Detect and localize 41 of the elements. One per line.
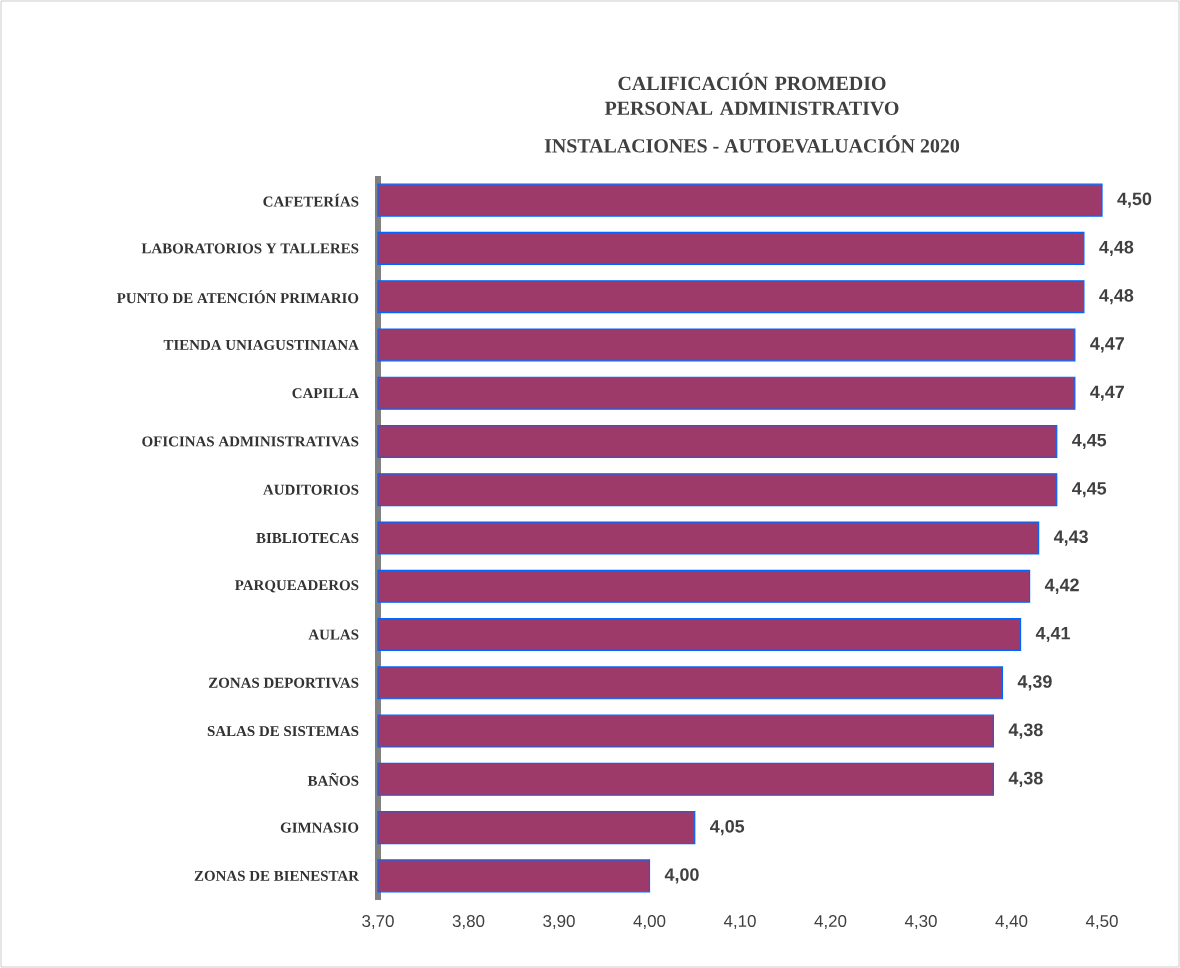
data-label: 4,50: [1117, 192, 1152, 208]
y-tick-label: CAPILLA: [292, 388, 359, 399]
y-tick-label: AUDITORIOS: [263, 484, 359, 495]
x-tick-label: 3,70: [362, 915, 394, 929]
data-label: 4,45: [1072, 433, 1107, 450]
y-tick-label: ZONAS DEPORTIVAS: [208, 677, 359, 688]
data-label: 4,48: [1099, 289, 1134, 305]
data-label: 4,38: [1008, 723, 1043, 739]
data-label: 4,43: [1053, 530, 1088, 546]
x-tick-label: 4,10: [723, 915, 756, 929]
y-tick-label: BAÑOS: [307, 772, 359, 786]
y-tick-label: PUNTO DE ATENCIÓN PRIMARIO: [116, 290, 359, 304]
data-label: 4,48: [1099, 240, 1134, 257]
chart-subtitle: INSTALACIONES - AUTOEVALUACIÓN 2020: [544, 135, 960, 153]
data-label: 4,42: [1044, 578, 1079, 594]
y-tick-label: SALAS DE SISTEMAS: [207, 726, 359, 737]
y-tick-label: GIMNASIO: [280, 822, 359, 833]
y-tick-label: BIBLIOTECAS: [256, 533, 359, 544]
data-label: 4,00: [664, 868, 699, 884]
x-tick-label: 4,20: [814, 915, 847, 929]
data-label: 4,38: [1008, 771, 1043, 787]
x-tick-label: 4,40: [995, 915, 1028, 929]
x-tick-label: 4,00: [633, 915, 666, 929]
y-tick-label: TIENDA UNIAGUSTINIANA: [163, 339, 359, 350]
data-label: 4,05: [710, 819, 745, 836]
data-label: 4,39: [1017, 675, 1052, 691]
y-tick-label: AULAS: [308, 629, 359, 640]
y-tick-label: LABORATORIOS Y TALLERES: [141, 243, 359, 254]
chart-title: CALIFICACIÓN PROMEDIO PERSONAL ADMINISTRATIVO: [604, 72, 899, 116]
y-tick-label: OFICINAS ADMINISTRATIVAS: [142, 436, 359, 447]
x-tick-label: 3,90: [543, 915, 575, 929]
x-tick-label: 4,50: [1085, 915, 1118, 929]
y-tick-label: CAFETERÍAS: [263, 193, 359, 207]
y-tick-label: ZONAS DE BIENESTAR: [194, 870, 360, 881]
y-tick-label: PARQUEADEROS: [234, 580, 359, 593]
data-label: 4,45: [1072, 482, 1107, 498]
data-label: 4,41: [1035, 626, 1070, 643]
data-label: 4,47: [1090, 337, 1124, 353]
data-label: 4,47: [1090, 385, 1124, 401]
x-tick-label: 3,80: [452, 915, 485, 929]
x-tick-label: 4,30: [904, 915, 937, 929]
